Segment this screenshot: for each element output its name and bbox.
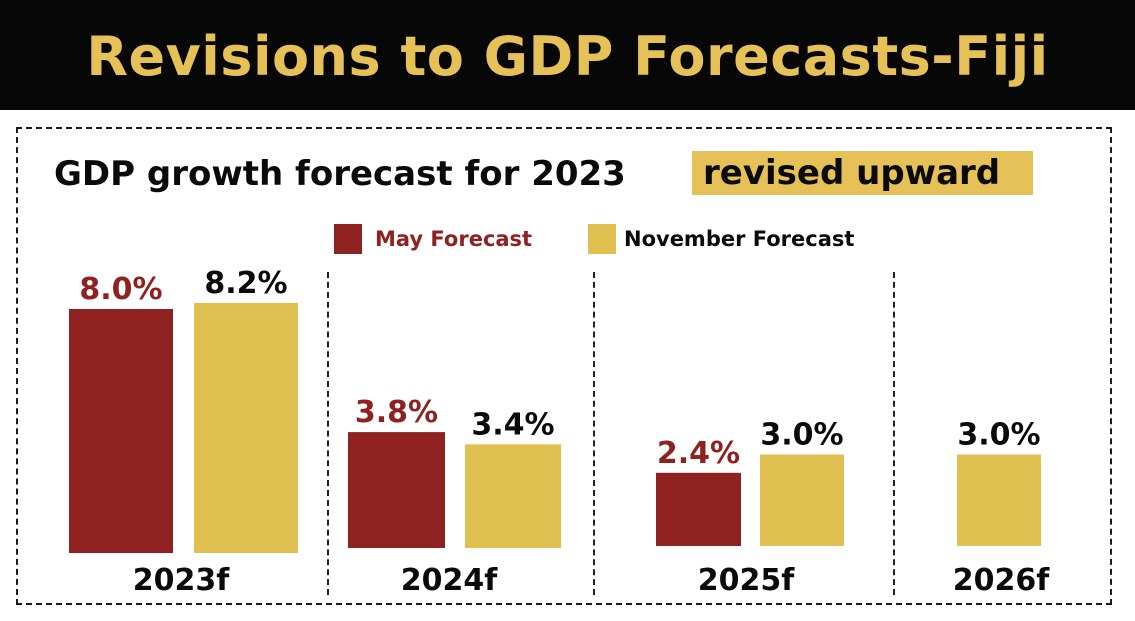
data-label-november-2026f: 3.0% [957, 418, 1040, 453]
legend-label-november: November Forecast [624, 227, 855, 251]
category-label-2025f: 2025f [698, 563, 795, 598]
bar-may-2025f [656, 472, 741, 546]
bar-november-2026f [957, 454, 1041, 546]
highlight-box [692, 151, 1033, 195]
legend-label-may: May Forecast [375, 227, 533, 251]
category-label-2026f: 2026f [953, 563, 1050, 598]
chart-frame [16, 127, 1112, 605]
bar-november-2025f [760, 454, 844, 546]
legend-swatch-may [334, 224, 362, 254]
bar-may-2023f [69, 309, 173, 553]
data-label-may-2023f: 8.0% [79, 272, 162, 307]
data-label-november-2024f: 3.4% [471, 407, 554, 442]
group-divider [893, 272, 895, 595]
data-label-november-2023f: 8.2% [204, 266, 287, 301]
legend-swatch-november [588, 224, 616, 254]
data-label-may-2024f: 3.8% [355, 395, 438, 430]
data-label-may-2025f: 2.4% [657, 436, 740, 471]
chart-subtitle: GDP growth forecast for 2023 [54, 154, 626, 194]
category-label-2023f: 2023f [133, 563, 230, 598]
data-label-november-2025f: 3.0% [760, 418, 843, 453]
category-label-2024f: 2024f [401, 563, 498, 598]
group-divider [593, 272, 595, 595]
page-title: Revisions to GDP Forecasts-Fiji [86, 25, 1049, 88]
header-bar: Revisions to GDP Forecasts-Fiji [0, 0, 1135, 110]
group-divider [327, 272, 329, 595]
bar-november-2023f [194, 302, 298, 553]
highlight-text: revised upward [703, 153, 1001, 193]
bar-november-2024f [465, 444, 561, 548]
bar-may-2024f [348, 432, 445, 548]
